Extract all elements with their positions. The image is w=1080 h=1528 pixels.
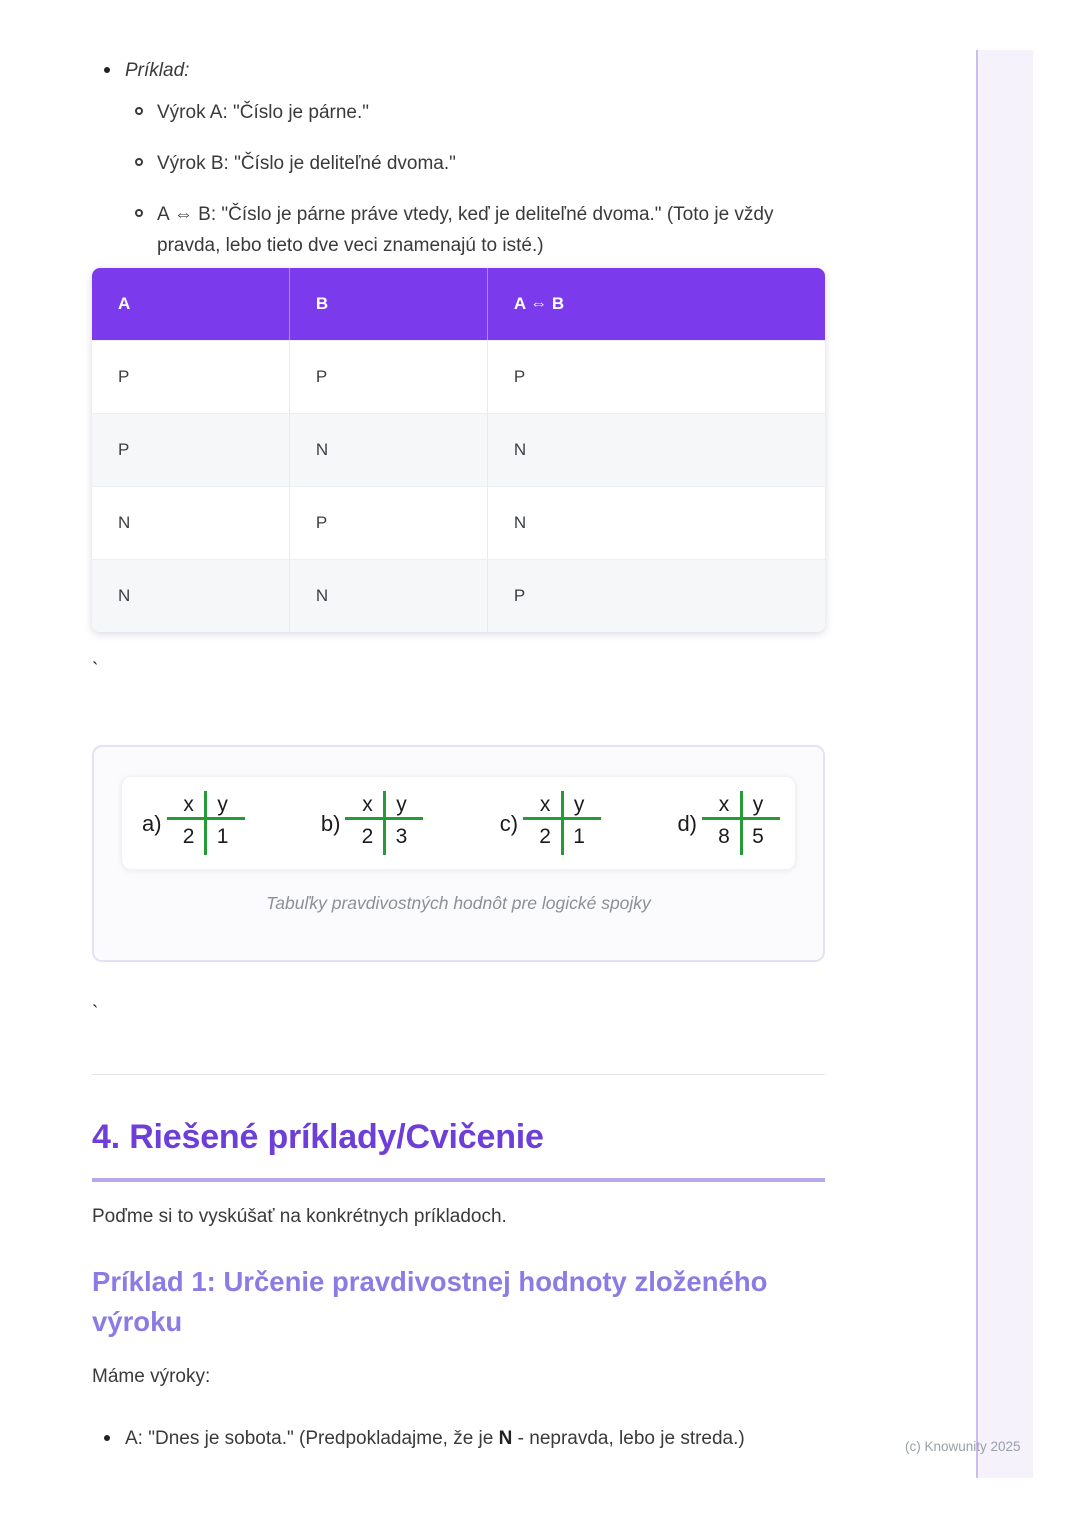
- statement-prefix: A: "Dnes je sobota." (Predpokladajme, že…: [125, 1428, 499, 1449]
- table-cell: N: [513, 513, 527, 532]
- mini-table-label: a): [142, 811, 162, 836]
- statement-bold-value: N: [498, 1428, 513, 1449]
- table-row: N N P: [92, 559, 825, 632]
- mini-table-label: d): [677, 811, 697, 836]
- section-divider: [92, 1074, 825, 1075]
- list-item-label: Výrok B: "Číslo je deliteľné dvoma.": [157, 152, 456, 174]
- table-vertical-line: [382, 791, 386, 855]
- mini-table-cell: 2: [361, 825, 374, 848]
- list-item: A ⇔ B: "Číslo je párne práve vtedy, keď …: [92, 200, 804, 261]
- mini-table-cell: x: [183, 792, 194, 816]
- truth-table-header-row: A B A ⇔ B: [92, 268, 825, 340]
- mini-table-cell: 1: [573, 825, 585, 848]
- table-cell: P: [513, 367, 526, 386]
- mini-table-b: b) x y 2 3: [320, 791, 424, 855]
- section-heading: 4. Riešené príklady/Cvičenie: [92, 1116, 825, 1182]
- list-item: Príklad:: [92, 57, 825, 86]
- bullet-dot-icon: [104, 1435, 110, 1441]
- right-scroll-panel[interactable]: [976, 50, 1033, 1478]
- table-cell: N: [92, 560, 290, 632]
- figure-image-card: a) x y 2 1 b) x y 2 3: [121, 776, 796, 870]
- mini-table-label: b): [320, 811, 341, 836]
- mini-table-cell: y: [752, 792, 764, 816]
- table-cell: N: [290, 560, 488, 632]
- list-item-label: A ⇔ B: "Číslo je párne práve vtedy, keď …: [157, 204, 774, 256]
- list-item-label: A: "Dnes je sobota." (Predpokladajme, že…: [125, 1428, 745, 1449]
- truth-table-body: P P P P N N N P N N N P: [92, 340, 825, 632]
- table-vertical-line: [560, 791, 564, 855]
- list-item-label: Výrok A: "Číslo je párne.": [157, 101, 370, 123]
- bullet-circle-icon: [135, 106, 143, 115]
- copyright-watermark: (c) Knowunity 2025: [905, 1439, 1021, 1454]
- table-vertical-line: [204, 791, 208, 855]
- mini-table-cell: y: [396, 792, 407, 816]
- table-cell: N: [92, 487, 290, 559]
- table-cell: P: [290, 341, 488, 413]
- lead-text: Máme výroky:: [92, 1366, 211, 1387]
- table-cell: N: [513, 440, 527, 459]
- mini-table-c: c) x y 2 1: [499, 791, 602, 855]
- mini-table-grid: x y 2 3: [345, 791, 424, 855]
- table-cell: P: [92, 414, 290, 486]
- mini-table-grid: x y 2 1: [523, 791, 602, 855]
- mini-table-label: c): [499, 811, 519, 836]
- column-header: B: [290, 268, 488, 340]
- mini-table-a: a) x y 2 1: [142, 791, 245, 855]
- figure-truth-tables: a) x y 2 1 b) x y 2 3: [92, 745, 825, 962]
- mini-table-cell: x: [362, 792, 373, 816]
- stray-backtick: `: [92, 1003, 99, 1024]
- list-item: Výrok B: "Číslo je deliteľné dvoma.": [92, 149, 804, 179]
- bullet-dot-icon: [104, 67, 110, 73]
- mini-table-cell: 8: [718, 825, 730, 848]
- list-item: A: "Dnes je sobota." (Predpokladajme, že…: [92, 1425, 825, 1454]
- mini-table-grid: x y 2 1: [166, 791, 245, 855]
- example-list: Príklad: Výrok A: "Číslo je párne." Výro…: [92, 57, 825, 282]
- section-intro: Poďme si to vyskúšať na konkrétnych prík…: [92, 1206, 507, 1227]
- statement-list: A: "Dnes je sobota." (Predpokladajme, že…: [92, 1425, 825, 1466]
- column-header: A ⇔ B: [513, 294, 565, 313]
- mini-table-cell: 5: [752, 825, 764, 848]
- mini-table-d: d) x y 8 5: [677, 791, 780, 855]
- table-vertical-line: [739, 791, 743, 855]
- list-item-label: Príklad:: [125, 60, 190, 81]
- table-cell: N: [290, 414, 488, 486]
- list-item: Výrok A: "Číslo je párne.": [92, 98, 804, 128]
- bullet-circle-icon: [135, 157, 143, 166]
- mini-table-cell: x: [718, 792, 730, 816]
- statement-suffix: - nepravda, lebo je streda.): [512, 1428, 745, 1449]
- mini-table-cell: y: [217, 792, 228, 816]
- column-header: A: [92, 268, 290, 340]
- table-cell: P: [290, 487, 488, 559]
- document-page: Príklad: Výrok A: "Číslo je párne." Výro…: [92, 0, 825, 1528]
- table-row: N P N: [92, 486, 825, 559]
- table-row: P N N: [92, 413, 825, 486]
- figure-caption: Tabuľky pravdivostných hodnôt pre logick…: [266, 893, 651, 913]
- mini-table-cell: y: [573, 792, 585, 816]
- mini-table-cell: 2: [182, 825, 195, 848]
- mini-table-cell: 3: [395, 825, 408, 848]
- example-subheading: Príklad 1: Určenie pravdivostnej hodnoty…: [92, 1266, 768, 1337]
- table-cell: P: [513, 586, 526, 605]
- table-row: P P P: [92, 340, 825, 413]
- stray-backtick: `: [92, 660, 99, 681]
- mini-table-cell: 1: [216, 825, 229, 848]
- truth-table: A B A ⇔ B P P P P N N N P N N N P: [92, 268, 825, 632]
- bullet-circle-icon: [135, 209, 143, 218]
- mini-table-cell: x: [539, 792, 551, 816]
- mini-table-grid: x y 8 5: [702, 791, 780, 855]
- mini-table-cell: 2: [539, 825, 551, 848]
- table-cell: P: [92, 341, 290, 413]
